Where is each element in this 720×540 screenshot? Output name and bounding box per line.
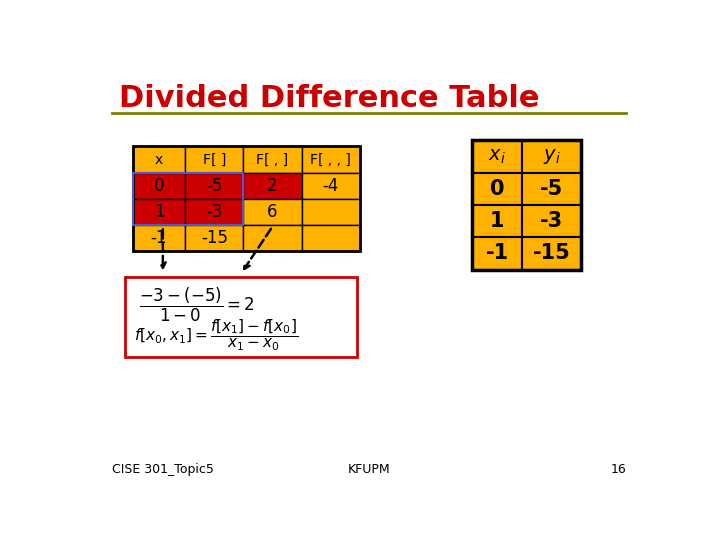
Bar bbox=[185, 199, 243, 225]
Text: F[ ]: F[ ] bbox=[203, 152, 226, 166]
Text: -1: -1 bbox=[486, 244, 509, 264]
Text: $\dfrac{-3-(-5)}{1-0} = 2$: $\dfrac{-3-(-5)}{1-0} = 2$ bbox=[139, 286, 255, 324]
Bar bbox=[302, 225, 360, 251]
Bar bbox=[472, 237, 523, 269]
Bar bbox=[472, 173, 523, 205]
Text: KFUPM: KFUPM bbox=[348, 463, 390, 476]
Text: 1: 1 bbox=[153, 203, 164, 221]
Text: CISE 301_Topic5: CISE 301_Topic5 bbox=[112, 463, 214, 476]
Bar bbox=[302, 146, 360, 173]
Text: 6: 6 bbox=[267, 203, 278, 221]
Bar bbox=[132, 225, 185, 251]
Bar bbox=[125, 276, 357, 357]
Bar bbox=[523, 173, 580, 205]
Text: -5: -5 bbox=[206, 177, 222, 195]
Bar bbox=[132, 199, 185, 225]
Bar bbox=[472, 205, 523, 237]
Bar bbox=[243, 199, 302, 225]
Bar bbox=[132, 146, 360, 251]
Bar bbox=[243, 146, 302, 173]
Text: F[ , , ]: F[ , , ] bbox=[310, 152, 351, 166]
Bar bbox=[472, 140, 580, 269]
Bar bbox=[132, 173, 243, 225]
Text: Divided Difference Table: Divided Difference Table bbox=[120, 84, 540, 113]
Bar bbox=[185, 225, 243, 251]
Text: $f[x_0, x_1] = \dfrac{f[x_1]-f[x_0]}{x_1-x_0}$: $f[x_0, x_1] = \dfrac{f[x_1]-f[x_0]}{x_1… bbox=[134, 318, 298, 353]
Text: -3: -3 bbox=[206, 203, 222, 221]
Text: 16: 16 bbox=[611, 463, 626, 476]
Bar bbox=[523, 205, 580, 237]
Bar bbox=[302, 173, 360, 199]
Text: -3: -3 bbox=[540, 211, 563, 231]
Bar bbox=[132, 173, 185, 199]
Text: 2: 2 bbox=[267, 177, 278, 195]
Text: $y_i$: $y_i$ bbox=[543, 147, 560, 166]
Text: -15: -15 bbox=[533, 244, 570, 264]
Text: -1: -1 bbox=[150, 229, 167, 247]
Bar bbox=[185, 173, 243, 199]
Bar bbox=[523, 237, 580, 269]
Bar bbox=[302, 199, 360, 225]
Bar bbox=[243, 225, 302, 251]
Text: -15: -15 bbox=[201, 229, 228, 247]
Text: -5: -5 bbox=[540, 179, 563, 199]
Bar bbox=[243, 173, 302, 199]
Bar bbox=[132, 146, 185, 173]
Text: -4: -4 bbox=[323, 177, 339, 195]
Text: F[ , ]: F[ , ] bbox=[256, 152, 289, 166]
Bar bbox=[523, 140, 580, 173]
Text: 1: 1 bbox=[490, 211, 505, 231]
Bar bbox=[185, 146, 243, 173]
Text: x: x bbox=[155, 152, 163, 166]
Text: 0: 0 bbox=[154, 177, 164, 195]
Text: $x_i$: $x_i$ bbox=[488, 147, 506, 166]
Bar bbox=[472, 140, 523, 173]
Text: 0: 0 bbox=[490, 179, 505, 199]
